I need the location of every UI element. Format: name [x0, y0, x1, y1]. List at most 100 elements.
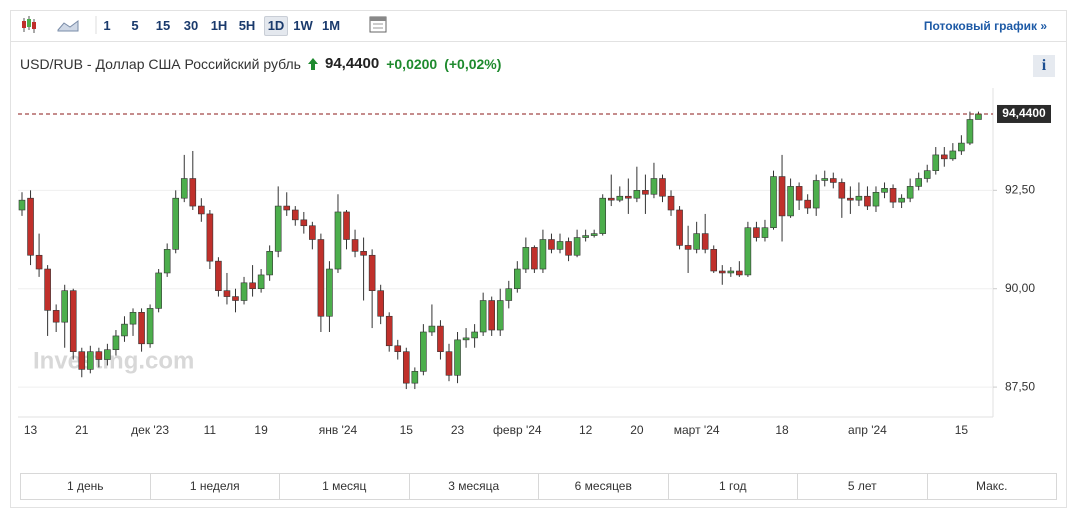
candle-body — [95, 351, 103, 360]
candle-body — [428, 325, 436, 333]
range-button[interactable]: 6 месяцев — [538, 474, 668, 499]
candle-body — [898, 197, 905, 203]
candle — [710, 245, 718, 273]
candle — [411, 367, 419, 390]
candle-body — [129, 312, 137, 325]
stream-link[interactable]: Потоковый график » — [923, 19, 1047, 33]
interval-button[interactable]: 5H — [238, 18, 256, 33]
candle — [215, 257, 222, 297]
candle — [351, 229, 359, 258]
watermark: Investing.com — [33, 347, 194, 374]
candle — [471, 324, 478, 348]
candle-body — [650, 178, 658, 195]
candle-body — [454, 339, 461, 376]
calendar-icon[interactable] — [365, 10, 395, 40]
candle — [949, 143, 957, 161]
price-label: 94,4400 — [1002, 106, 1046, 120]
interval-button[interactable]: 1M — [321, 18, 341, 33]
x-tick-label: 15 — [400, 423, 414, 437]
candle-icon[interactable] — [22, 16, 36, 33]
candle — [27, 190, 34, 266]
candle-body — [770, 176, 777, 229]
candle-body — [351, 239, 359, 252]
candle — [659, 174, 666, 203]
area-icon[interactable] — [57, 20, 79, 32]
candle — [838, 178, 846, 218]
x-tick-label: 21 — [75, 423, 89, 437]
info-button[interactable]: i — [1033, 55, 1055, 77]
x-tick-label: 23 — [451, 423, 465, 437]
candle-body — [727, 270, 735, 274]
candle — [309, 221, 316, 250]
widget-frame — [10, 10, 1067, 508]
candle-body — [625, 195, 632, 199]
interval-button[interactable]: 15 — [155, 18, 171, 33]
range-button[interactable]: 3 месяца — [408, 474, 539, 499]
candle — [488, 296, 495, 336]
toolbar: Потоковый график » 1 5 15 30 1H 5H 1D 1W 1M — [10, 10, 1067, 42]
candle-body — [966, 119, 974, 144]
candle-body — [565, 241, 572, 256]
candle-body — [531, 247, 538, 270]
candle — [582, 229, 589, 242]
candle — [787, 178, 794, 218]
range-button[interactable]: 1 год — [667, 474, 798, 499]
candle — [556, 233, 564, 254]
interval-button[interactable]: 5 — [131, 18, 139, 33]
y-tick-label: 87,50 — [1005, 379, 1035, 393]
range-button[interactable]: 1 неделя — [149, 474, 280, 499]
candle — [642, 174, 649, 214]
range-bar: 1 день 1 неделя 1 месяц 3 месяца 6 месяцев 1 … — [20, 473, 1057, 500]
candle-body — [44, 268, 51, 311]
candle-body — [317, 239, 325, 317]
interval-button[interactable]: 1W — [293, 18, 313, 33]
candle — [291, 206, 299, 226]
candle — [69, 288, 77, 360]
candle-body — [710, 249, 718, 272]
candle — [257, 269, 265, 293]
candle-body — [505, 288, 513, 301]
candle-body — [377, 290, 384, 317]
change: +0,0200 — [386, 55, 438, 72]
price-label-box — [997, 104, 1051, 123]
candle-body — [121, 323, 128, 337]
candle — [138, 308, 145, 352]
candle-body — [249, 282, 256, 290]
candle-body — [27, 197, 34, 256]
range-button[interactable]: 1 месяц — [279, 474, 409, 499]
candle — [829, 172, 837, 189]
candle-body — [146, 308, 154, 345]
candle — [941, 147, 948, 167]
interval-button[interactable]: 30 — [183, 18, 199, 33]
x-tick-label: 12 — [579, 423, 593, 437]
candle-body — [932, 154, 940, 171]
candle-body — [420, 331, 427, 372]
candle — [266, 245, 273, 281]
candle — [317, 233, 325, 332]
candle-body — [291, 209, 299, 221]
candle — [180, 154, 188, 203]
chart-type-icons — [22, 16, 97, 34]
interval-button[interactable]: 1D — [264, 16, 288, 36]
candle — [445, 343, 453, 382]
candle — [795, 182, 803, 210]
candle — [812, 174, 820, 216]
candle — [129, 308, 137, 336]
candle — [966, 111, 974, 146]
candle-body — [795, 186, 803, 201]
candle — [855, 182, 863, 207]
candle — [633, 166, 641, 203]
candle-body — [906, 186, 914, 199]
range-button[interactable]: 5 лет — [797, 474, 927, 499]
candle — [565, 237, 572, 262]
candle — [223, 272, 231, 305]
candle — [334, 194, 342, 273]
range-button[interactable]: 1 день — [66, 479, 104, 493]
candle — [78, 347, 86, 378]
range-button[interactable]: Макс. — [926, 474, 1057, 499]
candle-body — [718, 270, 726, 274]
candle-body — [78, 351, 86, 370]
interval-button[interactable]: 1H — [210, 18, 228, 33]
candle — [385, 312, 393, 352]
interval-button[interactable]: 1 — [103, 18, 111, 33]
